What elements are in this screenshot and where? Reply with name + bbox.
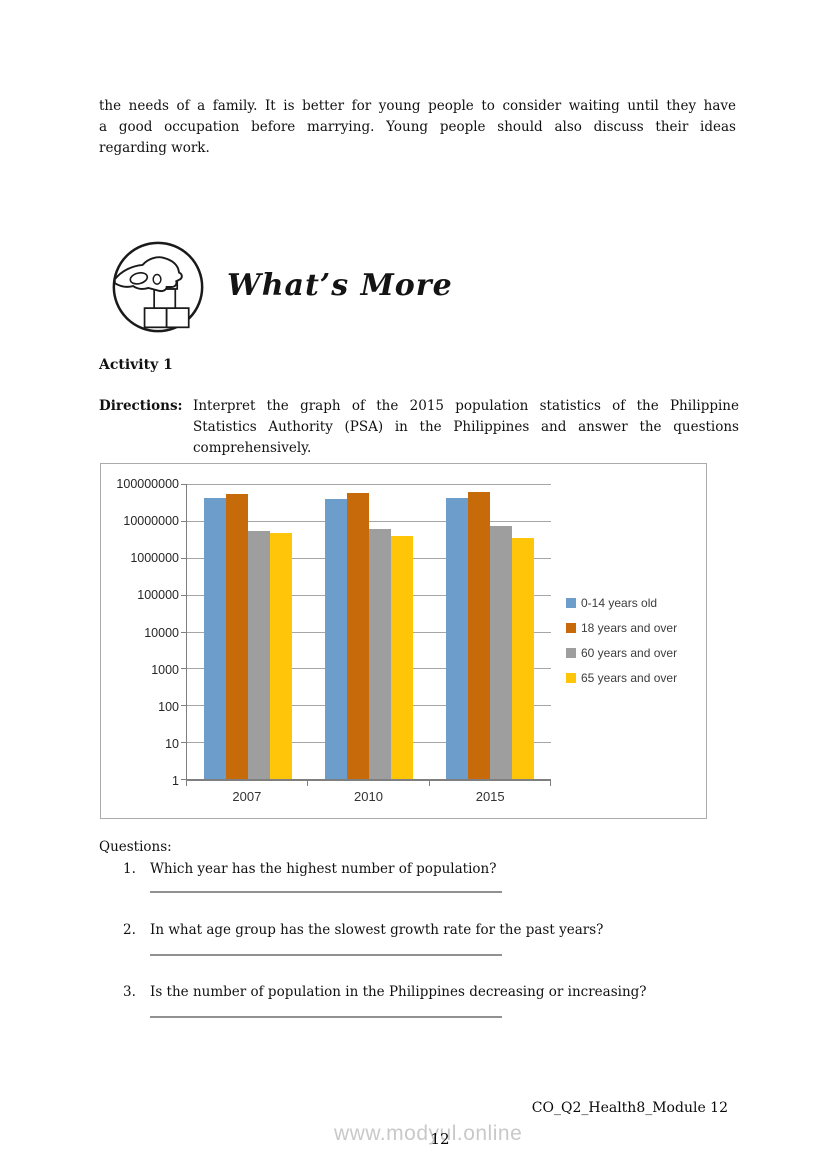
intro-line: regarding work. [99, 140, 210, 156]
legend-swatch [566, 648, 576, 658]
gridline [187, 520, 551, 522]
x-tick-mark [307, 781, 309, 786]
directions-block: Directions: Interpret the graph of the 2… [99, 396, 739, 459]
x-tick-mark [428, 781, 430, 786]
plot-area [181, 484, 551, 786]
x-tick-mark [550, 781, 551, 786]
activity-title: Activity 1 [99, 357, 173, 373]
bar-group-2007 [187, 484, 308, 779]
y-tick-label: 1 [172, 774, 179, 788]
answer-blank-2 [150, 954, 502, 956]
y-tick-label: 10000000 [123, 514, 179, 529]
question-text: Is the number of population in the Phili… [150, 984, 647, 1000]
legend-item: 0-14 years old [566, 596, 657, 610]
y-tick-mark [181, 484, 186, 485]
bar-60-years-and-over-2015 [490, 525, 513, 779]
bar-group-2015 [430, 484, 551, 779]
legend-item: 65 years and over [566, 671, 677, 685]
y-tick-mark [181, 779, 186, 780]
y-tick-mark [181, 557, 186, 559]
bar-65-years-and-over-2007 [269, 533, 292, 779]
legend-swatch [566, 623, 576, 633]
bar-18-years-and-over-2015 [468, 491, 491, 779]
x-category-label: 2007 [232, 789, 262, 804]
y-tick-label: 1000000 [130, 551, 179, 566]
question-text: Which year has the highest number of pop… [150, 861, 497, 877]
bar-65-years-and-over-2015 [512, 537, 535, 779]
y-tick-mark [181, 520, 186, 522]
question-2: 2. In what age group has the slowest gro… [123, 922, 739, 938]
y-tick-mark [181, 594, 186, 596]
y-tick-mark [181, 742, 186, 744]
x-axis-labels: 2007 2010 2015 [186, 789, 551, 804]
x-category-label: 2015 [475, 789, 505, 804]
question-1: 1. Which year has the highest number of … [123, 861, 739, 877]
y-tick-label: 100000 [137, 588, 179, 603]
watermark: www.modyul.online [334, 1122, 523, 1145]
bar-60-years-and-over-2010 [368, 529, 391, 779]
footer-module-code: CO_Q2_Health8_Module 12 [531, 1100, 728, 1116]
bar-18-years-and-over-2007 [225, 494, 248, 779]
bar-65-years-and-over-2010 [390, 535, 413, 779]
intro-line: a good occupation before marrying. Young… [99, 119, 736, 135]
y-tick-label: 100 [158, 699, 179, 714]
legend-item: 60 years and over [566, 646, 677, 660]
legend-swatch [566, 598, 576, 608]
legend-label: 0-14 years old [581, 596, 658, 610]
legend-label: 65 years and over [581, 671, 678, 685]
answer-blank-1 [150, 891, 502, 893]
y-axis-labels: 1 10 100 1000 10000 100000 1000000 10000000 1000… [101, 477, 179, 788]
y-tick-mark [181, 705, 186, 707]
y-tick-label: 10 [165, 736, 179, 751]
question-number: 3. [123, 984, 136, 1000]
y-tick-mark [181, 668, 186, 670]
y-tick-label: 1000 [151, 662, 179, 677]
directions-text: Interpret the graph of the 2015 populati… [193, 398, 739, 456]
bar-60-years-and-over-2007 [247, 531, 270, 779]
intro-line: the needs of a family. It is better for … [99, 98, 736, 114]
y-tick-mark [181, 631, 186, 633]
gridline [187, 484, 551, 485]
x-tick-mark [186, 781, 187, 786]
section-heading: What’s More [227, 268, 453, 303]
bar-group-2010 [308, 484, 429, 779]
bar-18-years-and-over-2010 [346, 493, 369, 779]
y-tick-label: 100000000 [116, 477, 179, 491]
bar-0-14-years-old-2007 [203, 498, 226, 779]
legend-label: 18 years and over [581, 621, 678, 635]
question-number: 1. [123, 861, 136, 877]
y-tick-label: 10000 [144, 625, 179, 640]
x-category-label: 2010 [354, 789, 383, 804]
question-text: In what age group has the slowest growth… [150, 922, 604, 938]
population-bar-chart: 1 10 100 1000 10000 100000 1000000 10000000 1000… [100, 463, 707, 819]
answer-blank-3 [150, 1016, 502, 1018]
directions-label: Directions: [99, 398, 183, 414]
hand-stacking-blocks-icon [112, 241, 204, 333]
legend-item: 18 years and over [566, 621, 677, 635]
intro-paragraph: the needs of a family. It is better for … [99, 96, 736, 159]
question-3: 3. Is the number of population in the Ph… [123, 984, 739, 1000]
legend-label: 60 years and over [581, 646, 678, 660]
questions-label: Questions: [99, 839, 172, 855]
bar-0-14-years-old-2015 [446, 497, 469, 779]
question-number: 2. [123, 922, 136, 938]
bar-0-14-years-old-2010 [324, 498, 347, 779]
page-number: 12 [430, 1130, 450, 1148]
legend-swatch [566, 673, 576, 683]
